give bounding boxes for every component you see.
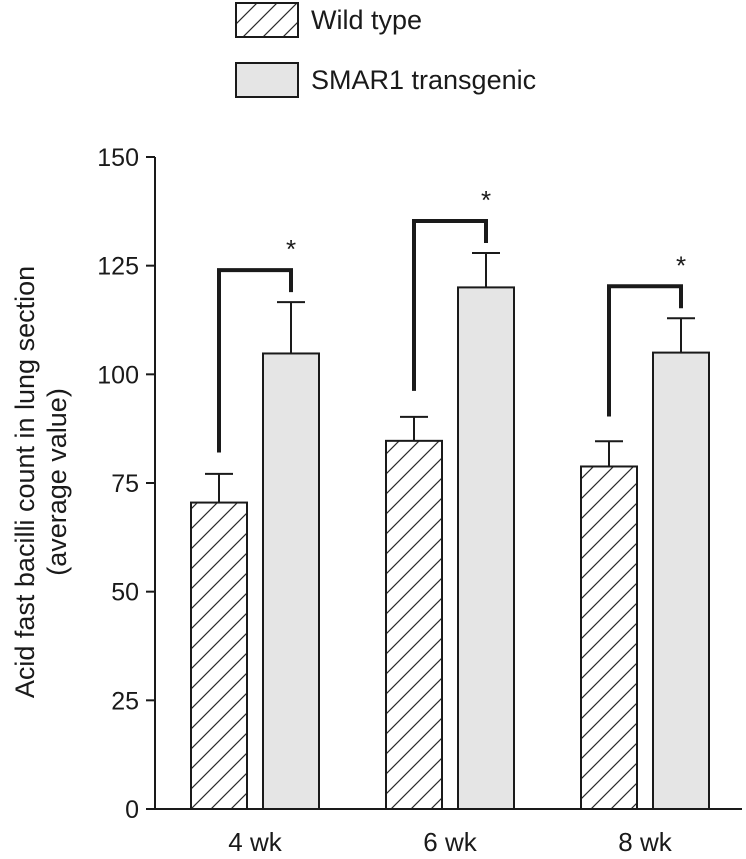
plot-area: 0 25 50 75 100 125 150 * 4 wk * 6 wk * 8 wk	[97, 144, 742, 857]
y-tick-label-25: 25	[111, 687, 139, 715]
x-tick-label-6-wk: 6 wk	[423, 827, 477, 857]
y-axis-label: Acid fast bacilli count in lung section …	[10, 266, 72, 698]
significance-bracket-8-wk	[607, 284, 683, 417]
bar-wild-type-8-wk	[580, 465, 638, 810]
y-tick-label-50: 50	[111, 579, 139, 607]
legend-label-smar1-transgenic: SMAR1 transgenic	[311, 65, 536, 95]
y-tick-label-125: 125	[97, 253, 139, 281]
significance-marker-4-wk: *	[286, 234, 296, 264]
y-axis-label-line-1: Acid fast bacilli count in lung section	[10, 266, 40, 698]
significance-marker-8-wk: *	[676, 250, 686, 280]
legend-item-smar1-transgenic: SMAR1 transgenic	[235, 62, 536, 98]
legend-swatch-smar1-transgenic	[235, 62, 299, 98]
significance-bracket-4-wk	[217, 268, 293, 453]
y-tick-label-75: 75	[111, 470, 139, 498]
legend: Wild type SMAR1 transgenic	[235, 2, 536, 98]
bar-smar1-transgenic-6-wk	[457, 286, 515, 810]
y-tick-label-150: 150	[97, 144, 139, 172]
significance-bracket-6-wk	[412, 219, 488, 391]
y-tick-label-100: 100	[97, 361, 139, 389]
legend-swatch-wild-type	[235, 2, 299, 38]
y-axis-label-line-2: (average value)	[42, 388, 72, 576]
x-tick-label-8-wk: 8 wk	[618, 827, 672, 857]
bar-wild-type-6-wk	[385, 439, 443, 810]
significance-marker-6-wk: *	[481, 185, 491, 215]
bar-wild-type-4-wk	[190, 501, 248, 810]
legend-item-wild-type: Wild type	[235, 2, 422, 38]
x-tick-label-4-wk: 4 wk	[228, 827, 282, 857]
bar-smar1-transgenic-4-wk	[262, 352, 320, 810]
bar-smar1-transgenic-8-wk	[652, 351, 710, 810]
y-tick-label-0: 0	[125, 796, 139, 824]
legend-label-wild-type: Wild type	[311, 5, 422, 35]
